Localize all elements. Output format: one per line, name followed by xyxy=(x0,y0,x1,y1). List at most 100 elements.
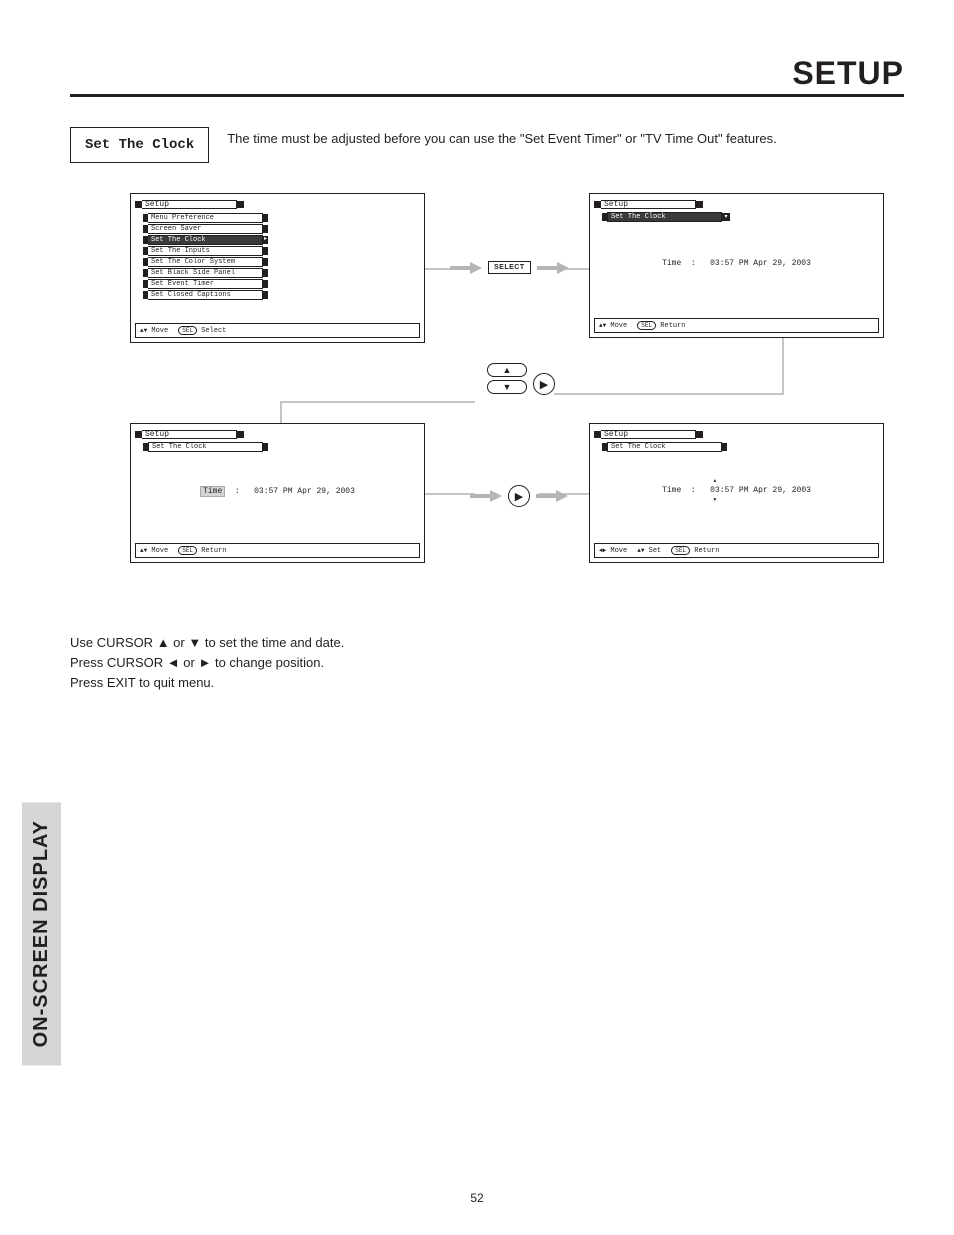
cap xyxy=(237,431,244,438)
menu-item: Set Black Side Panel xyxy=(143,267,420,278)
arrow-icon xyxy=(470,492,502,500)
cap xyxy=(263,269,268,277)
menu-item-label: Set The Clock xyxy=(607,212,722,222)
updown-icon: ▲▼ xyxy=(599,322,606,329)
cap xyxy=(135,431,142,438)
instruction-line: Press EXIT to quit menu. xyxy=(70,673,904,693)
time-label: Time xyxy=(662,486,681,495)
footer-move: Move xyxy=(610,547,627,555)
menu-item: Set The Clock ▾ xyxy=(602,212,879,222)
panel-footer: ▲▼ Move SEL Select xyxy=(135,323,420,338)
cap xyxy=(263,280,268,288)
page-header: SETUP xyxy=(70,55,904,97)
menu-item: Set Event Timer xyxy=(143,278,420,289)
right-arrow-icon: ► xyxy=(198,655,211,670)
cap xyxy=(696,201,703,208)
menu-title: Setup xyxy=(601,430,696,439)
menu-item-label: Menu Preference xyxy=(148,213,263,223)
colon: : xyxy=(691,486,696,495)
flow-select: SELECT xyxy=(450,261,569,274)
panel-footer: ▲▼ Move SEL Return xyxy=(594,318,879,333)
arrow-icon xyxy=(536,492,568,500)
cap xyxy=(594,431,601,438)
cap xyxy=(594,201,601,208)
footer-move: Move xyxy=(610,322,627,330)
text: to set the time and date. xyxy=(201,635,344,650)
menu-title-row: Setup xyxy=(135,428,420,440)
page-number: 52 xyxy=(470,1191,483,1205)
sel-icon: SEL xyxy=(671,546,690,555)
arrow-icon xyxy=(450,264,482,272)
text: to change position. xyxy=(211,655,324,670)
connector xyxy=(425,268,453,270)
instruction-line: Use CURSOR ▲ or ▼ to set the time and da… xyxy=(70,633,904,653)
connector xyxy=(280,403,282,423)
menu-item-label: Set The Clock xyxy=(148,442,263,452)
menu-item-label: Set The Color System xyxy=(148,257,263,267)
intro-row: Set The Clock The time must be adjusted … xyxy=(70,127,904,163)
flow-right: ▶ xyxy=(470,485,568,507)
footer-move: Move xyxy=(151,327,168,335)
hour-value: 03 xyxy=(710,486,720,495)
panel-setup-menu: Setup Menu PreferenceScreen SaverSet The… xyxy=(130,193,425,343)
menu-item-label: Set Black Side Panel xyxy=(148,268,263,278)
updown-icon: ▲▼ xyxy=(140,547,147,554)
menu-item-label: Set The Inputs xyxy=(148,246,263,256)
text: or xyxy=(180,655,199,670)
clock-display: Time : ▲ 03 ▼ :57 PM Apr 29, 2003 xyxy=(590,486,883,495)
connector xyxy=(425,493,475,495)
menu-item: Set The Clock xyxy=(602,442,879,452)
down-arrow-icon: ▾ xyxy=(722,213,730,221)
connector xyxy=(554,393,784,395)
cap xyxy=(696,431,703,438)
cap xyxy=(263,247,268,255)
down-button: ▼ xyxy=(487,380,527,394)
footer-select: Select xyxy=(201,327,226,335)
hour-edit-field: ▲ 03 ▼ xyxy=(710,486,720,495)
clock-display: Time : 03:57 PM Apr 29, 2003 xyxy=(590,259,883,268)
menu-item-label: Screen Saver xyxy=(148,224,263,234)
menu-item: Set The Inputs xyxy=(143,245,420,256)
connector xyxy=(280,401,475,403)
time-value: 03:57 PM Apr 29, 2003 xyxy=(710,259,811,268)
menu-item: Set Closed Captions xyxy=(143,289,420,300)
panel-footer: ▲▼ Move SEL Return xyxy=(135,543,420,558)
panel-footer: ◄► Move ▲▼ Set SEL Return xyxy=(594,543,879,558)
sel-icon: SEL xyxy=(637,321,656,330)
down-arrow-icon: ▼ xyxy=(188,635,201,650)
time-label: Time xyxy=(662,259,681,268)
menu-item-label: Set Closed Captions xyxy=(148,290,263,300)
menu-list: Menu PreferenceScreen SaverSet The Clock… xyxy=(143,212,420,300)
cap xyxy=(263,443,268,451)
menu-title-row: Setup xyxy=(594,428,879,440)
menu-item: Set The Color System xyxy=(143,256,420,267)
clock-display: Time : 03:57 PM Apr 29, 2003 xyxy=(131,486,424,497)
leftright-icon: ◄► xyxy=(599,547,606,554)
up-button: ▲ xyxy=(487,363,527,377)
updown-icon: ▲▼ xyxy=(140,327,147,334)
cap xyxy=(263,214,268,222)
panel-clock-selected: Setup Set The Clock Time : 03:57 PM Apr … xyxy=(130,423,425,563)
menu-item-label: Set The Clock xyxy=(148,235,263,245)
menu-item: Menu Preference xyxy=(143,212,420,223)
menu-item-label: Set Event Timer xyxy=(148,279,263,289)
select-button-label: SELECT xyxy=(488,261,531,274)
right-arrow-icon xyxy=(263,236,268,244)
time-rest: :57 PM Apr 29, 2003 xyxy=(720,486,811,495)
sidebar-tab: ON-SCREEN DISPLAY xyxy=(22,802,61,1065)
cap xyxy=(263,291,268,299)
menu-title-row: Setup xyxy=(594,198,879,210)
right-button: ▶ xyxy=(508,485,530,507)
section-label: Set The Clock xyxy=(70,127,209,163)
footer-return: Return xyxy=(660,322,685,330)
panel-clock-edit: Setup Set The Clock Time : ▲ 03 ▼ :57 PM… xyxy=(589,423,884,563)
menu-title: Setup xyxy=(142,200,237,209)
instructions: Use CURSOR ▲ or ▼ to set the time and da… xyxy=(70,633,904,693)
updown-buttons: ▲ ▶ ▼ xyxy=(487,363,527,394)
text: or xyxy=(170,635,189,650)
menu-item: Set The Clock xyxy=(143,234,420,245)
menu-item: Screen Saver xyxy=(143,223,420,234)
left-arrow-icon: ◄ xyxy=(167,655,180,670)
right-button: ▶ xyxy=(533,373,555,395)
menu-item: Set The Clock xyxy=(143,442,420,452)
